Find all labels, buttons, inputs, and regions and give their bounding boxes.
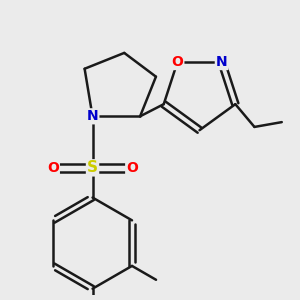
Text: O: O (126, 161, 138, 175)
Text: S: S (87, 160, 98, 175)
Text: O: O (172, 55, 183, 69)
Text: N: N (87, 109, 98, 123)
Text: N: N (216, 55, 227, 69)
Text: O: O (47, 161, 59, 175)
